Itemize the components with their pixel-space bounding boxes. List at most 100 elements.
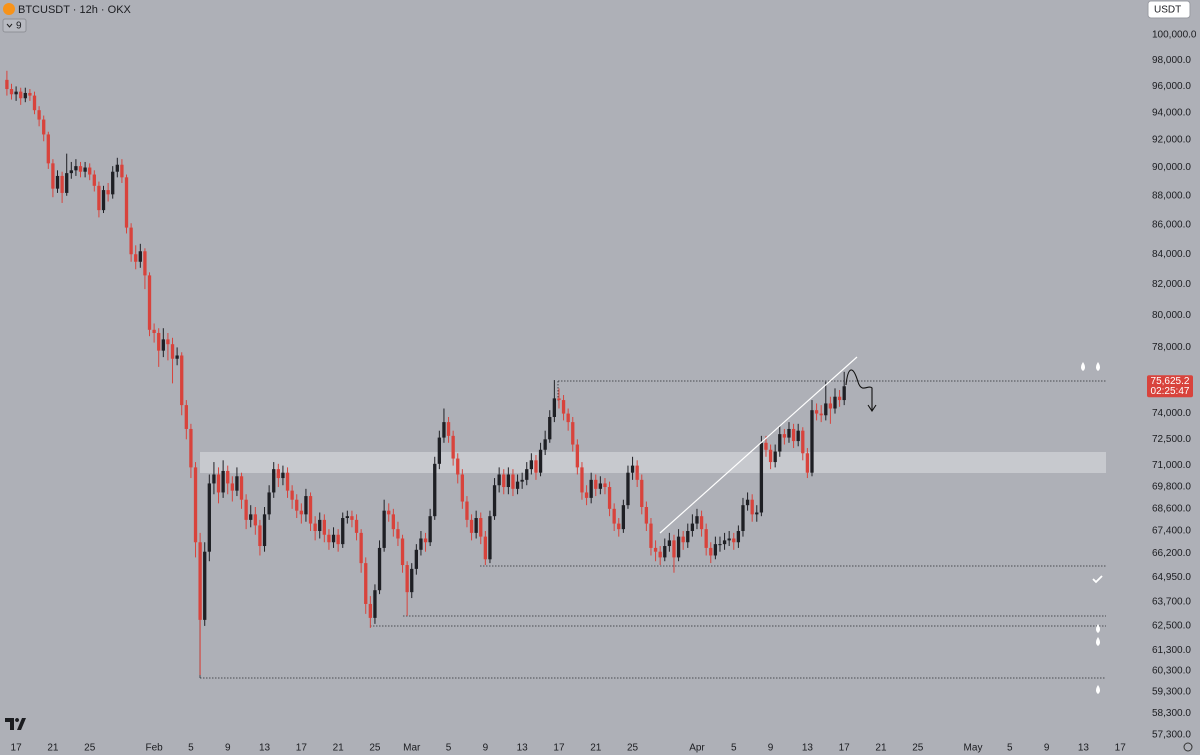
candle-body [143, 251, 147, 276]
candle-body [405, 565, 409, 593]
candle-body [676, 536, 681, 558]
y-tick-label: 86,000.0 [1152, 219, 1191, 230]
drop-icon [1096, 362, 1100, 371]
candle-body [65, 173, 69, 193]
candle-body [686, 531, 690, 543]
candle-body [5, 79, 9, 90]
candle-body [603, 483, 607, 488]
countdown-label: 02:25:47 [1151, 386, 1190, 397]
candle-body [193, 467, 198, 543]
candle-body [308, 496, 313, 524]
candle-body [120, 164, 124, 178]
candle-body [111, 171, 115, 195]
x-tick-label: Mar [403, 743, 421, 754]
candle-body [19, 91, 23, 99]
y-tick-label: 94,000.0 [1152, 108, 1191, 119]
y-tick-label: 80,000.0 [1152, 310, 1191, 321]
y-tick-label: 66,200.0 [1152, 548, 1191, 559]
candle-body [42, 119, 46, 135]
x-tick-label: 17 [11, 743, 23, 754]
candle-body [534, 460, 538, 473]
candle-body [419, 538, 423, 550]
candle-body [520, 479, 524, 482]
x-tick-label: 13 [1078, 743, 1090, 754]
candle-body [60, 175, 64, 193]
candle-body [299, 510, 303, 515]
projection-arrow [845, 369, 877, 412]
candle-body [322, 519, 326, 535]
candle-body [92, 174, 96, 186]
currency-button[interactable] [1147, 0, 1191, 19]
candle-body [502, 474, 506, 488]
candle-body [46, 134, 50, 164]
candle-body [819, 413, 823, 416]
candle-body [157, 332, 161, 351]
settings-icon[interactable] [1183, 742, 1193, 752]
candle-body [226, 470, 230, 484]
candle-body [359, 532, 363, 564]
candle-body [709, 547, 713, 556]
candle-body [364, 563, 368, 604]
logo [5, 718, 26, 730]
candle-body [506, 474, 511, 488]
candle-body [354, 519, 359, 533]
candles [5, 70, 846, 676]
y-tick-label: 78,000.0 [1152, 342, 1191, 353]
candle-body [681, 536, 685, 543]
candle-body [414, 549, 418, 569]
candle-body [221, 470, 225, 493]
candle-body [810, 410, 814, 473]
x-tick-label: 9 [768, 743, 774, 754]
candle-body [341, 518, 345, 545]
candle-body [336, 534, 340, 545]
candle-body [442, 422, 446, 438]
candle-body [32, 95, 37, 111]
candle-body [373, 590, 377, 618]
candle-body [778, 434, 782, 452]
candle-body [828, 403, 833, 409]
candle-body [741, 505, 745, 532]
candle-body [285, 472, 290, 491]
candle-body [497, 474, 501, 486]
x-tick-label: 21 [875, 743, 887, 754]
candle-body [695, 516, 699, 524]
candle-body [787, 428, 791, 438]
candle-body [598, 483, 603, 489]
x-tick-label: 13 [259, 743, 271, 754]
candle-body [74, 166, 78, 171]
candle-body [612, 508, 616, 524]
candle-body [318, 519, 322, 532]
currency-label: USDT [1154, 5, 1181, 16]
candle-body [106, 190, 110, 195]
candle-body [272, 469, 276, 493]
candle-body [653, 547, 658, 552]
candle-body [630, 465, 635, 473]
candle-body [759, 442, 764, 513]
candle-body [327, 534, 331, 543]
candle-body [525, 469, 529, 480]
candle-body [166, 339, 170, 345]
trend-line [659, 356, 858, 534]
candle-body [138, 251, 142, 262]
candle-body [235, 476, 239, 491]
candle-body [295, 499, 299, 511]
check-icon [1092, 575, 1103, 584]
x-tick-label: 17 [1115, 743, 1127, 754]
candle-body [796, 430, 800, 442]
candle-body [101, 190, 106, 211]
candle-body [837, 396, 842, 401]
candle-body [755, 512, 759, 515]
indicator-toggle[interactable] [2, 18, 27, 33]
candle-body [9, 89, 14, 95]
coin-icon [3, 3, 15, 15]
candle-body [180, 355, 184, 406]
x-tick-label: 17 [296, 743, 308, 754]
candle-body [465, 501, 469, 520]
candle-body [649, 523, 653, 548]
candle-body [768, 449, 773, 463]
candle-body [396, 529, 400, 539]
x-tick-label: 5 [1007, 743, 1013, 754]
candle-body [456, 458, 460, 475]
candle-body [377, 547, 382, 591]
